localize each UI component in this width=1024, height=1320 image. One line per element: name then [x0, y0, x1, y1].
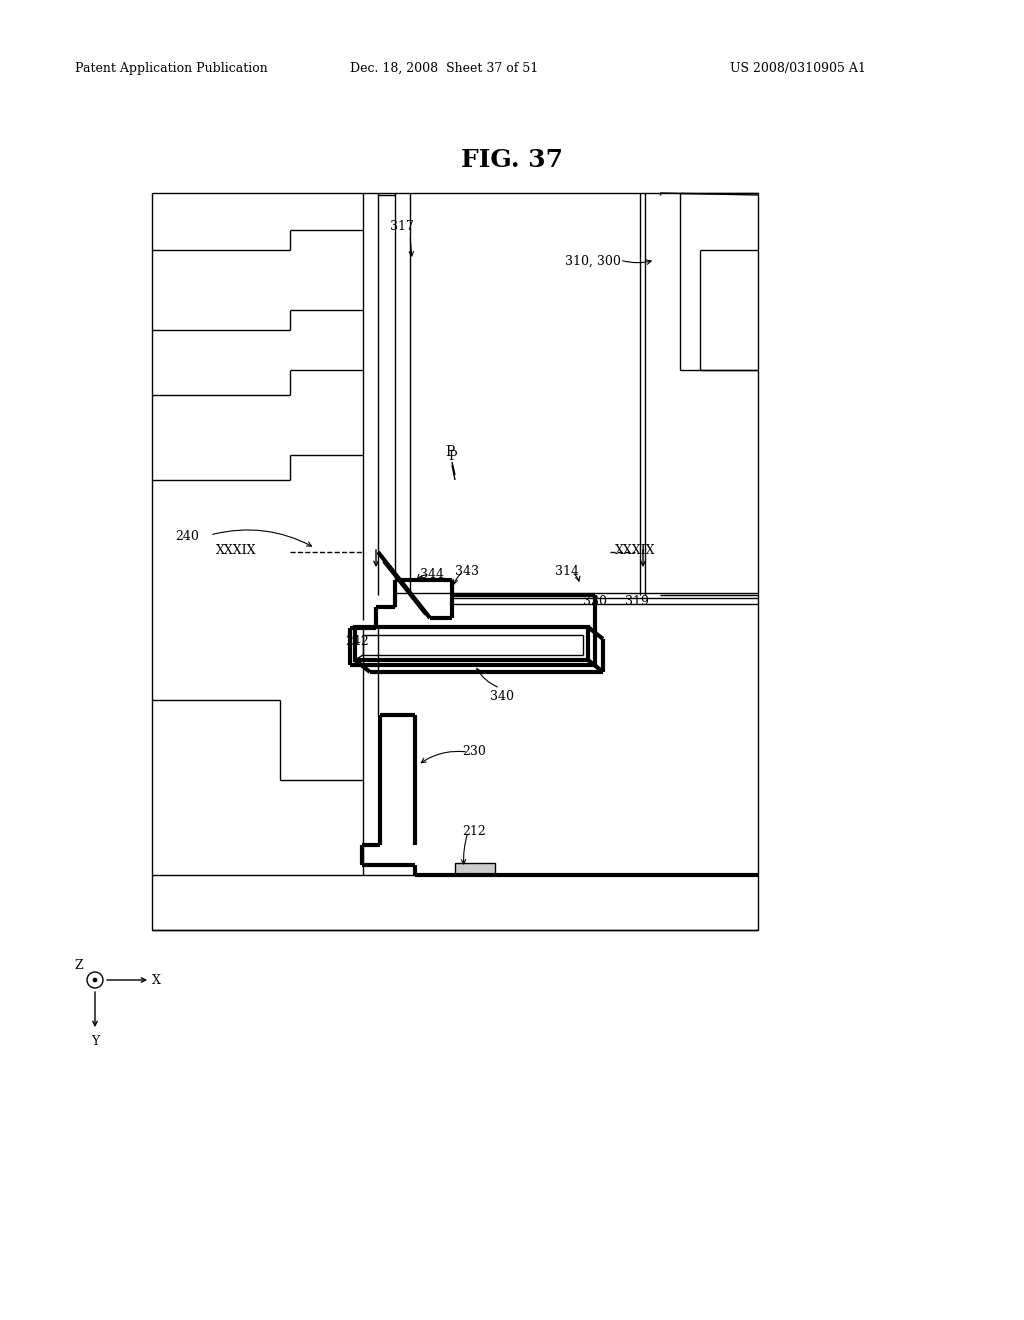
Text: 330: 330: [583, 595, 607, 609]
Text: 240: 240: [175, 531, 199, 543]
Text: X: X: [152, 974, 161, 986]
Text: 242: 242: [345, 635, 369, 648]
Text: Dec. 18, 2008  Sheet 37 of 51: Dec. 18, 2008 Sheet 37 of 51: [350, 62, 539, 75]
Text: US 2008/0310905 A1: US 2008/0310905 A1: [730, 62, 866, 75]
Text: P: P: [449, 450, 457, 463]
Text: 310, 300: 310, 300: [565, 255, 621, 268]
Text: 212: 212: [462, 825, 485, 838]
Text: P: P: [445, 445, 455, 459]
Text: 317: 317: [390, 220, 414, 234]
Text: XXXIX: XXXIX: [216, 544, 256, 557]
Text: 340: 340: [490, 690, 514, 704]
Text: 314: 314: [555, 565, 579, 578]
Text: Y: Y: [91, 1035, 99, 1048]
Bar: [355, 627, 588, 660]
Bar: [152, 193, 758, 931]
Text: Z: Z: [75, 960, 83, 972]
Bar: [455, 863, 495, 875]
Circle shape: [93, 978, 97, 982]
Circle shape: [87, 972, 103, 987]
Text: XXXIX: XXXIX: [615, 544, 655, 557]
Text: 344: 344: [420, 568, 444, 581]
Text: Patent Application Publication: Patent Application Publication: [75, 62, 267, 75]
Text: FIG. 37: FIG. 37: [461, 148, 563, 172]
Text: 343: 343: [455, 565, 479, 578]
Text: 230: 230: [462, 744, 485, 758]
Text: 319: 319: [625, 595, 649, 609]
